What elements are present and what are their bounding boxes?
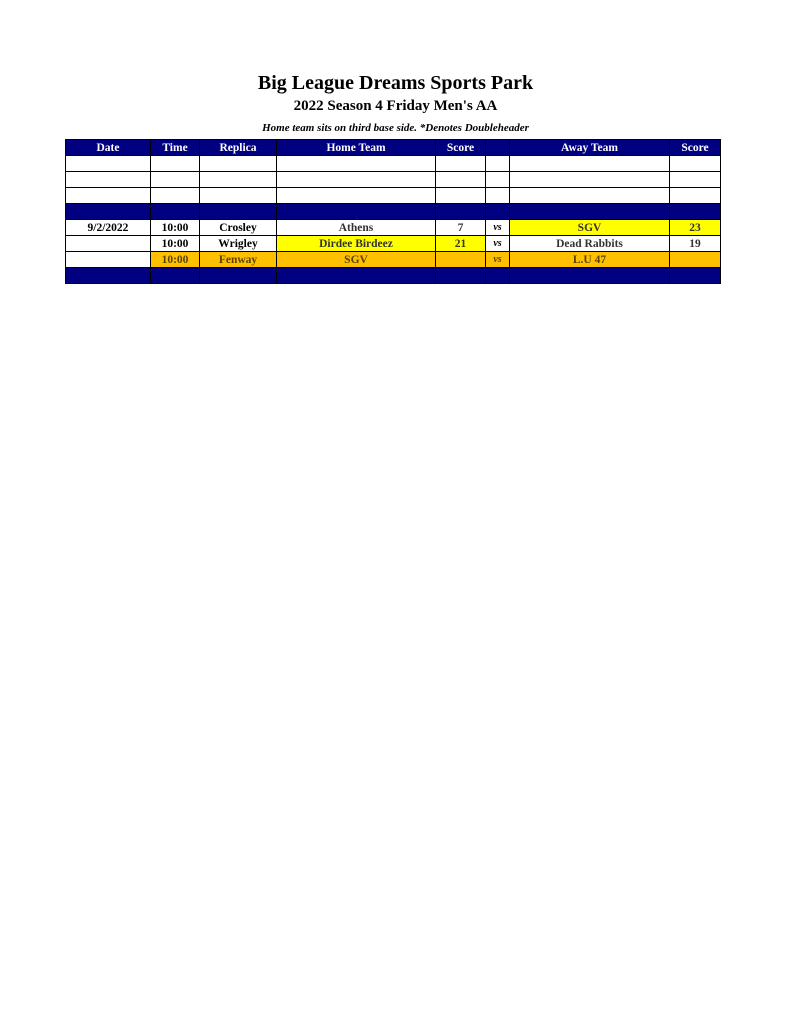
blank-row xyxy=(65,155,721,172)
page-title: Big League Dreams Sports Park xyxy=(257,72,534,94)
schedule-table: Date Time Replica Home Team Score Away T… xyxy=(65,139,721,284)
col-home-score: Score xyxy=(435,139,486,156)
page-subtitle: 2022 Season 4 Friday Men's AA xyxy=(293,98,498,114)
table-row: 10:00 Wrigley Dirdee Birdeez 21 vs Dead … xyxy=(65,235,721,252)
away-score xyxy=(669,251,721,268)
time: 10:00 xyxy=(150,235,200,252)
replica: Crosley xyxy=(199,219,277,236)
time: 10:00 xyxy=(150,251,200,268)
away-team: L.U 47 xyxy=(509,251,670,268)
away-team: SGV xyxy=(509,219,670,236)
table-row: 10:00 Fenway SGV vs L.U 47 xyxy=(65,251,721,268)
col-vs xyxy=(485,139,510,156)
col-date: Date xyxy=(65,139,151,156)
vs: vs xyxy=(485,235,510,252)
vs: vs xyxy=(485,251,510,268)
replica: Wrigley xyxy=(199,235,277,252)
away-team: Dead Rabbits xyxy=(509,235,670,252)
away-score: 19 xyxy=(669,235,721,252)
replica: Fenway xyxy=(199,251,277,268)
time: 10:00 xyxy=(150,219,200,236)
col-home-team: Home Team xyxy=(276,139,436,156)
home-team: Dirdee Birdeez xyxy=(276,235,436,252)
col-away-team: Away Team xyxy=(509,139,670,156)
col-away-score: Score xyxy=(669,139,721,156)
blank-row xyxy=(65,187,721,204)
home-team: SGV xyxy=(276,251,436,268)
separator-row xyxy=(65,203,721,220)
date xyxy=(65,235,151,252)
home-score: 21 xyxy=(435,235,486,252)
date xyxy=(65,251,151,268)
home-score xyxy=(435,251,486,268)
table-header: Date Time Replica Home Team Score Away T… xyxy=(65,139,721,156)
vs: vs xyxy=(485,219,510,236)
separator-row xyxy=(65,267,721,284)
col-time: Time xyxy=(150,139,200,156)
date: 9/2/2022 xyxy=(65,219,151,236)
col-replica: Replica xyxy=(199,139,277,156)
away-score: 23 xyxy=(669,219,721,236)
blank-row xyxy=(65,171,721,188)
schedule-note: Home team sits on third base side. *Deno… xyxy=(262,122,529,134)
table-row: 9/2/2022 10:00 Crosley Athens 7 vs SGV 2… xyxy=(65,219,721,236)
home-score: 7 xyxy=(435,219,486,236)
home-team: Athens xyxy=(276,219,436,236)
